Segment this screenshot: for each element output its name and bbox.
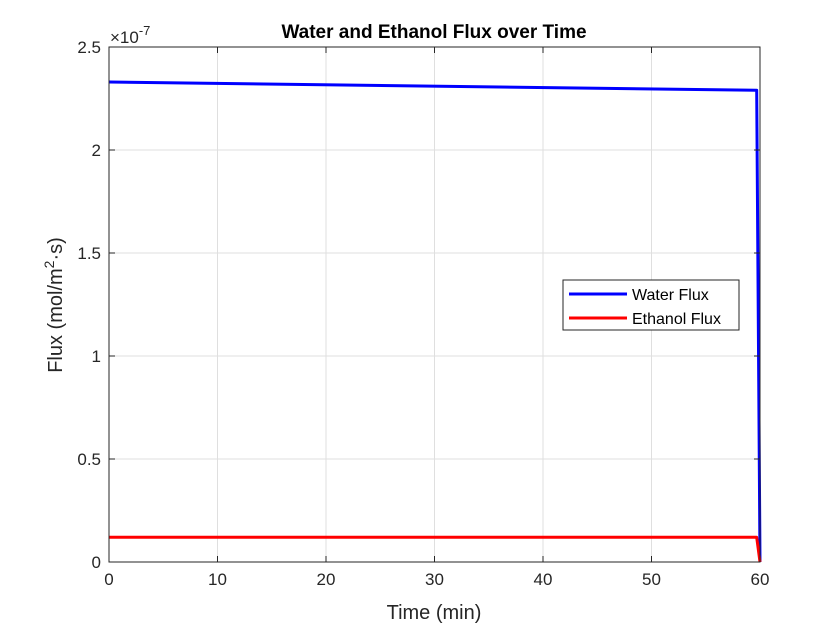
x-tick-label: 60: [751, 570, 770, 589]
y-tick-label: 0.5: [77, 450, 101, 469]
series-line-water-flux: [108, 80, 762, 563]
axis-ticks: 0 10 20 30 40 50 60 0 0.5 1 1.5 2 2.5: [77, 38, 769, 589]
legend-box: [562, 279, 740, 331]
y-tick-label: 1: [92, 347, 101, 366]
y-tick-label: 2: [92, 141, 101, 160]
legend-label-water-flux: Water Flux: [632, 287, 709, 304]
y-axis-label-sup: 2: [41, 260, 57, 268]
x-tick-label: 20: [317, 570, 336, 589]
x-tick-label: 50: [642, 570, 661, 589]
x-tick-label: 0: [104, 570, 113, 589]
y-axis-label-post: ·s): [45, 237, 67, 260]
y-axis-label-main: Flux (mol/m: [45, 268, 67, 372]
series-lines: [108, 80, 762, 563]
x-tick-label: 10: [208, 570, 227, 589]
x-tick-label: 30: [425, 570, 444, 589]
y-axis-label: Flux (mol/m2·s): [41, 237, 67, 373]
legend-label-ethanol-flux: Ethanol Flux: [632, 311, 721, 328]
y-tick-label: 1.5: [77, 244, 101, 263]
y-exponent-base: ×10: [110, 28, 139, 47]
y-tick-label: 0: [92, 553, 101, 572]
y-exponent-power: -7: [139, 23, 151, 38]
x-axis-label: Time (min): [387, 602, 482, 624]
x-tick-label: 40: [534, 570, 553, 589]
legend: Water Flux Ethanol Flux: [562, 279, 740, 331]
y-exponent-label: ×10-7: [110, 23, 150, 47]
series-line-ethanol-flux: [109, 535, 762, 563]
chart-title: Water and Ethanol Flux over Time: [281, 22, 586, 43]
y-tick-label: 2.5: [77, 38, 101, 57]
